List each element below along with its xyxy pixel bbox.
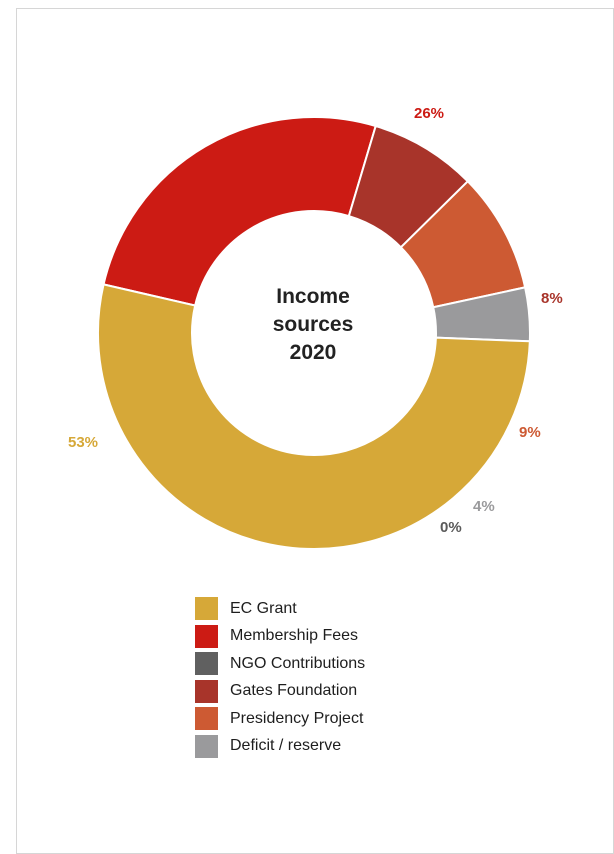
data-label-presidency-project: 9% [519, 424, 541, 441]
legend-label: Gates Foundation [230, 682, 358, 700]
data-label-gates-foundation: 8% [541, 290, 563, 307]
legend-item-ec-grant: EC Grant [195, 595, 365, 623]
legend-label: Presidency Project [230, 709, 364, 727]
chart-legend: EC Grant Membership Fees NGO Contributio… [195, 595, 365, 760]
legend-swatch [195, 624, 218, 648]
chart-title-line-1: Income [276, 285, 350, 308]
legend-swatch [195, 679, 218, 703]
legend-item-ngo-contributions: NGO Contributions [195, 650, 365, 678]
legend-item-deficit-reserve: Deficit / reserve [195, 733, 365, 761]
donut-slice-membership-fees [102, 116, 377, 307]
chart-title: Income sources 2020 [230, 283, 396, 367]
chart-title-line-2: sources [272, 313, 354, 336]
chart-title-line-3: 2020 [289, 341, 337, 364]
legend-label: NGO Contributions [230, 654, 366, 672]
donut-slice-ec-grant [97, 283, 531, 550]
legend-item-presidency-project: Presidency Project [195, 705, 365, 733]
legend-label: Deficit / reserve [230, 737, 342, 755]
legend-swatch [195, 652, 218, 676]
data-label-ngo-contributions: 0% [440, 519, 462, 536]
legend-label: EC Grant [230, 599, 297, 617]
data-label-ec-grant: 53% [68, 434, 99, 451]
legend-item-membership-fees: Membership Fees [195, 623, 365, 651]
data-label-membership-fees: 26% [414, 105, 445, 122]
legend-item-gates-foundation: Gates Foundation [195, 678, 365, 706]
legend-label: Membership Fees [230, 627, 359, 645]
data-label-deficit-reserve: 4% [473, 498, 495, 515]
legend-swatch [195, 734, 218, 758]
legend-swatch [195, 597, 218, 621]
legend-swatch [195, 707, 218, 731]
